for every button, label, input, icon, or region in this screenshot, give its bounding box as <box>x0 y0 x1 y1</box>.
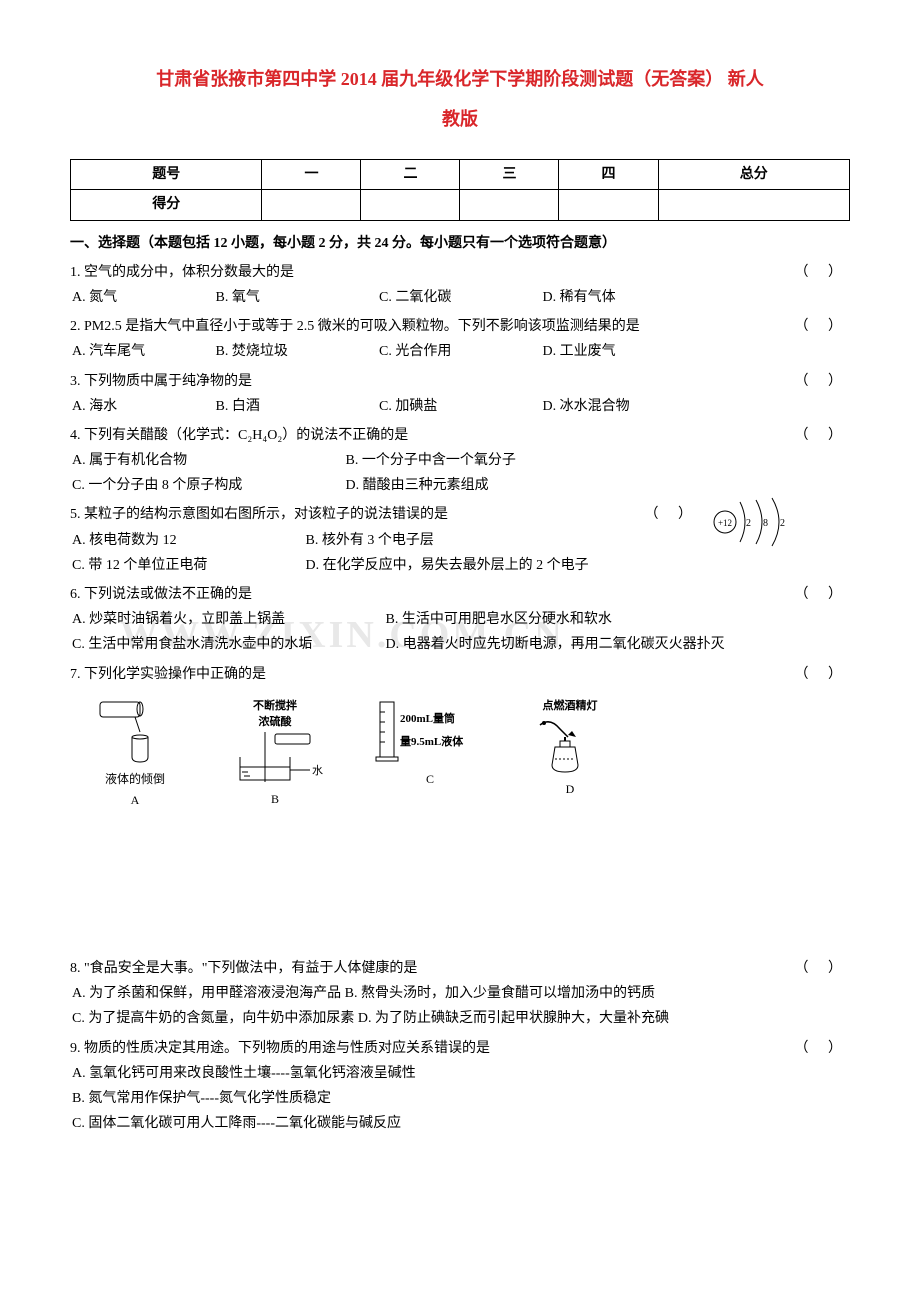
svg-text:+12: +12 <box>718 518 732 528</box>
answer-blank: （ ） <box>795 582 851 607</box>
experiment-a-letter: A <box>131 790 140 812</box>
experiment-c-letter: C <box>426 769 434 791</box>
q4-opt-b: B. 一个分子中含一个氧分子 <box>346 448 516 473</box>
answer-blank: （ ） <box>795 260 851 285</box>
svg-text:量9.5mL液体: 量9.5mL液体 <box>400 734 464 748</box>
title-line-1: 甘肃省张掖市第四中学 2014 届九年级化学下学期阶段测试题（无答案） 新人 <box>156 69 764 89</box>
alcohol-lamp-icon <box>530 717 610 777</box>
q4-stem: 4. 下列有关醋酸（化学式：C₂H₄O₂）的说法不正确的是 <box>70 428 408 443</box>
answer-blank: （ ） <box>795 1036 851 1061</box>
q6-opt-c: C. 生活中常用食盐水清洗水壶中的水垢 <box>72 632 382 657</box>
title-line-2: 教版 <box>442 109 478 129</box>
experiment-b: 不断搅拌 浓硫酸 水 B <box>220 697 330 812</box>
score-header: 一 <box>262 160 361 190</box>
q5-opt-b: B. 核外有 3 个电子层 <box>306 528 434 553</box>
score-row-label: 得分 <box>71 190 262 220</box>
q6-opt-a: A. 炒菜时油锅着火，立即盖上锅盖 <box>72 607 382 632</box>
q8-opt-a: A. 为了杀菌和保鲜，用甲醛溶液浸泡海产品 <box>72 981 341 1006</box>
q6-stem: 6. 下列说法或做法不正确的是 <box>70 587 252 602</box>
dilute-acid-icon: 水 <box>220 732 330 787</box>
q4-opt-c: C. 一个分子由 8 个原子构成 <box>72 473 342 498</box>
q9-opt-a: A. 氢氧化钙可用来改良酸性土壤----氢氧化钙溶液呈碱性 <box>72 1061 416 1086</box>
q9-opt-b: B. 氮气常用作保护气----氮气化学性质稳定 <box>72 1086 331 1111</box>
q5-opt-d: D. 在化学反应中，易失去最外层上的 2 个电子 <box>306 553 589 578</box>
q6-opt-d: D. 电器着火时应先切断电源，再用二氧化碳灭火器扑灭 <box>386 632 725 657</box>
q5-opt-c: C. 带 12 个单位正电荷 <box>72 553 302 578</box>
q3-opt-b: B. 白酒 <box>216 394 376 419</box>
q2-opt-c: C. 光合作用 <box>379 339 539 364</box>
q6-opt-b: B. 生活中可用肥皂水区分硬水和软水 <box>386 607 612 632</box>
q2-opt-b: B. 焚烧垃圾 <box>216 339 376 364</box>
q7-stem: 7. 下列化学实验操作中正确的是 <box>70 667 266 682</box>
answer-blank: （ ） <box>795 369 851 394</box>
q8-opt-c: C. 为了提高牛奶的含氮量，向牛奶中添加尿素 <box>72 1006 354 1031</box>
q8-stem: 8. "食品安全是大事。"下列做法中，有益于人体健康的是 <box>70 961 417 976</box>
answer-blank: （ ） <box>795 956 851 981</box>
answer-blank: （ ） <box>795 662 851 687</box>
q8-opt-b: B. 熬骨头汤时，加入少量食醋可以增加汤中的钙质 <box>345 981 655 1006</box>
experiment-b-letter: B <box>271 789 279 811</box>
answer-blank: （ ） <box>795 423 851 448</box>
score-table: 题号 一 二 三 四 总分 得分 <box>70 159 850 220</box>
q2-stem: 2. PM2.5 是指大气中直径小于或等于 2.5 微米的可吸入颗粒物。下列不影… <box>70 319 640 334</box>
experiment-images-row: 液体的倾倒 A 不断搅拌 浓硫酸 水 B 200mL量筒 量9.5mL液体 C <box>90 697 850 812</box>
q5-stem: 5. 某粒子的结构示意图如右图所示，对该粒子的说法错误的是 <box>70 507 448 522</box>
experiment-c: 200mL量筒 量9.5mL液体 C <box>370 697 490 812</box>
score-header: 题号 <box>71 160 262 190</box>
svg-text:水: 水 <box>312 764 323 777</box>
experiment-a-caption: 液体的倾倒 <box>105 769 165 791</box>
answer-blank: （ ） <box>645 502 701 527</box>
q1-opt-c: C. 二氧化碳 <box>379 285 539 310</box>
q1-stem: 1. 空气的成分中，体积分数最大的是 <box>70 265 294 280</box>
q4-opt-d: D. 醋酸由三种元素组成 <box>346 473 489 498</box>
answer-blank: （ ） <box>795 314 851 339</box>
score-header: 四 <box>559 160 658 190</box>
q3-stem: 3. 下列物质中属于纯净物的是 <box>70 374 252 389</box>
q5-opt-a: A. 核电荷数为 12 <box>72 528 302 553</box>
atom-structure-diagram: +12 2 8 2 <box>710 492 790 552</box>
q2-opt-a: A. 汽车尾气 <box>72 339 212 364</box>
experiment-d: 点燃酒精灯 D <box>530 697 610 812</box>
svg-text:2: 2 <box>746 518 751 529</box>
q3-opt-d: D. 冰水混合物 <box>543 394 703 419</box>
measuring-cylinder-icon: 200mL量筒 量9.5mL液体 <box>370 697 490 767</box>
experiment-a: 液体的倾倒 A <box>90 697 180 812</box>
pouring-liquid-icon <box>90 697 180 767</box>
q1-opt-d: D. 稀有气体 <box>543 285 703 310</box>
svg-text:200mL量筒: 200mL量筒 <box>400 711 455 725</box>
section-1-heading: 一、选择题（本题包括 12 小题，每小题 2 分，共 24 分。每小题只有一个选… <box>70 231 850 256</box>
q8-opt-d: D. 为了防止碘缺乏而引起甲状腺肿大，大量补充碘 <box>358 1006 669 1031</box>
q1-opt-a: A. 氮气 <box>72 285 212 310</box>
q3-opt-c: C. 加碘盐 <box>379 394 539 419</box>
svg-text:8: 8 <box>763 518 768 529</box>
q3-opt-a: A. 海水 <box>72 394 212 419</box>
score-header: 三 <box>460 160 559 190</box>
q9-opt-c: C. 固体二氧化碳可用人工降雨----二氧化碳能与碱反应 <box>72 1111 401 1136</box>
experiment-d-letter: D <box>566 779 575 801</box>
q2-opt-d: D. 工业废气 <box>543 339 703 364</box>
svg-text:2: 2 <box>780 518 785 529</box>
score-header: 二 <box>361 160 460 190</box>
q1-opt-b: B. 氧气 <box>216 285 376 310</box>
q9-stem: 9. 物质的性质决定其用途。下列物质的用途与性质对应关系错误的是 <box>70 1041 490 1056</box>
score-header: 总分 <box>658 160 850 190</box>
q4-opt-a: A. 属于有机化合物 <box>72 448 342 473</box>
